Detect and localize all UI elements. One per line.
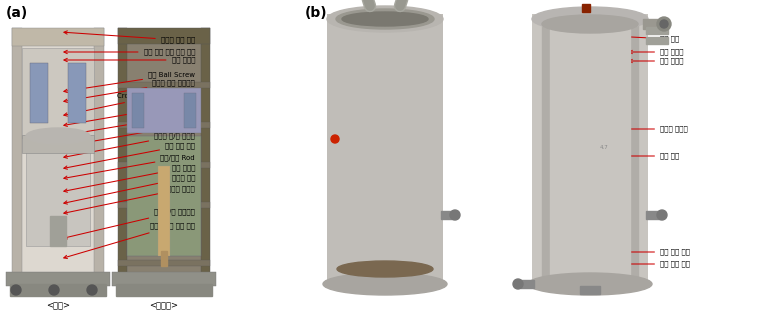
Text: 정밀 Ball Screw: 정밀 Ball Screw [64, 72, 195, 93]
Text: 액체 헬륨 입력: 액체 헬륨 입력 [579, 249, 690, 255]
Ellipse shape [342, 12, 428, 26]
Circle shape [450, 210, 460, 220]
Text: 하중 센서: 하중 센서 [64, 112, 195, 137]
Text: (b): (b) [305, 6, 328, 20]
Circle shape [11, 285, 21, 295]
Circle shape [657, 17, 671, 31]
Ellipse shape [26, 128, 90, 144]
Bar [550, 29, 630, 284]
Bar [12, 28, 22, 296]
Circle shape [331, 135, 339, 143]
Bar [26, 136, 90, 246]
Ellipse shape [327, 276, 443, 292]
Bar [646, 27, 668, 34]
Bar [201, 28, 210, 296]
Bar [6, 272, 110, 286]
Bar [646, 211, 660, 219]
Ellipse shape [532, 7, 648, 31]
Bar [127, 88, 201, 133]
Bar [12, 28, 104, 296]
Circle shape [513, 279, 523, 289]
Bar [161, 251, 167, 266]
Text: 질소 배기구: 질소 배기구 [629, 58, 683, 64]
Ellipse shape [528, 273, 652, 295]
Bar [22, 48, 94, 138]
Text: 시험부 이송 구동 장치: 시험부 이송 구동 장치 [64, 223, 195, 258]
Text: 진공 단열부: 진공 단열부 [64, 165, 195, 192]
Ellipse shape [336, 9, 434, 29]
Text: <정면>: <정면> [46, 301, 70, 310]
Bar [118, 122, 210, 128]
Bar [520, 280, 534, 288]
Bar [118, 28, 127, 296]
Text: 진공 단열: 진공 단열 [582, 153, 680, 159]
Ellipse shape [337, 261, 433, 277]
Text: 교채형 그립부: 교채형 그립부 [64, 186, 195, 214]
Ellipse shape [542, 15, 638, 33]
Bar [118, 202, 210, 208]
Bar [22, 135, 94, 153]
Ellipse shape [327, 6, 443, 32]
Bar [68, 63, 86, 123]
Bar [116, 284, 212, 296]
Bar [118, 162, 210, 168]
Text: (a): (a) [6, 6, 28, 20]
Text: 진공 포트: 진공 포트 [616, 35, 680, 42]
Bar [30, 63, 48, 123]
Text: 시험을 절삭 서보모터: 시험을 절삭 서보모터 [64, 80, 195, 102]
Text: Cross Head(±300mm): Cross Head(±300mm) [64, 93, 195, 116]
Bar [127, 136, 201, 256]
Bar [441, 211, 453, 219]
Ellipse shape [323, 273, 447, 295]
Bar [327, 14, 443, 284]
Bar [184, 93, 196, 128]
Bar [646, 37, 668, 44]
Text: 4.7: 4.7 [600, 145, 609, 150]
Text: 시험 거리 측정 변위 센서: 시험 거리 측정 변위 센서 [64, 49, 195, 55]
Bar [582, 4, 590, 12]
Bar [50, 216, 66, 246]
Bar [158, 166, 170, 256]
Bar [12, 28, 104, 46]
Text: 인장/압축 Rod: 인장/압축 Rod [64, 155, 195, 179]
Circle shape [657, 210, 667, 220]
Circle shape [660, 20, 668, 28]
Text: 조저온 챔버: 조저온 챔버 [64, 175, 195, 204]
Bar [118, 28, 210, 44]
Bar [118, 28, 210, 296]
Text: 챔버 전/후 이송장치: 챔버 전/후 이송장치 [64, 209, 195, 239]
Bar [10, 284, 106, 296]
Bar [532, 14, 648, 284]
Text: <절단면>: <절단면> [149, 301, 179, 310]
Bar [580, 286, 600, 294]
Text: 구동부 보호 인터볼: 구동부 보호 인터볼 [64, 103, 195, 127]
Circle shape [87, 285, 97, 295]
Text: 전린 단접 커버: 전린 단접 커버 [64, 123, 195, 147]
Circle shape [49, 285, 59, 295]
Text: 시험 구동부: 시험 구동부 [64, 57, 195, 63]
Bar [118, 82, 210, 88]
Bar [112, 272, 216, 286]
Bar [94, 28, 104, 296]
Text: 댐퍼 제때 마개: 댐퍼 제때 마개 [64, 143, 195, 169]
Text: 액체 질소 입력: 액체 질소 입력 [579, 261, 690, 267]
Text: 점착식 단열재: 점착식 단열재 [582, 126, 688, 132]
Text: 헬륨 배기구: 헬륨 배기구 [629, 49, 683, 55]
Bar [542, 24, 638, 284]
Bar [118, 260, 210, 266]
Bar [643, 19, 661, 29]
Text: 구동부 전지 마개: 구동부 전지 마개 [64, 31, 195, 43]
Bar [132, 93, 144, 128]
Text: 시험부 상/하 히터드: 시험부 상/하 히터드 [64, 133, 195, 158]
